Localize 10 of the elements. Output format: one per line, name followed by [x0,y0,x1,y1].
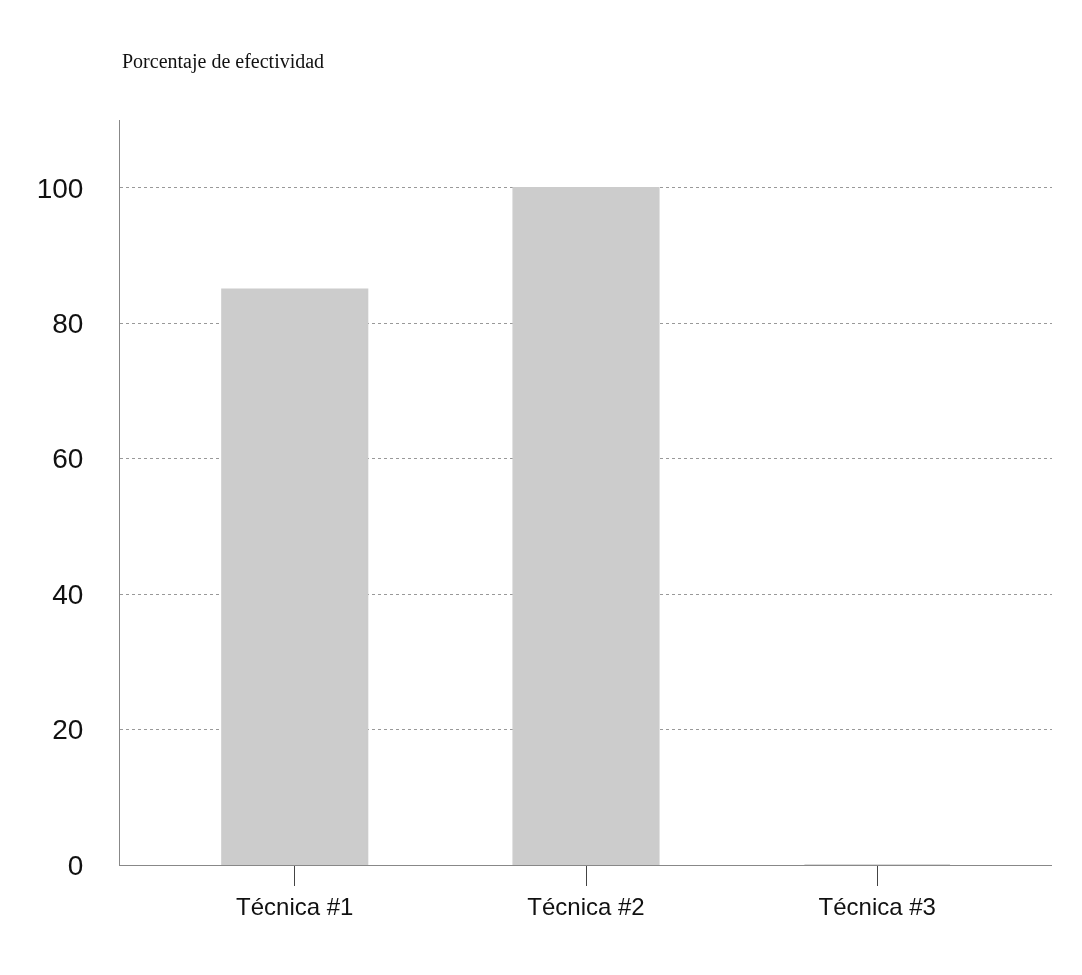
y-tick-label: 40 [52,578,84,610]
y-tick-label: 0 [67,849,84,881]
y-tick-label: 80 [52,307,84,339]
x-tick-label: Técnica #1 [236,892,354,920]
x-tick-label: Técnica #3 [818,892,936,920]
y-tick-label: 20 [52,714,84,746]
y-tick-label: 60 [52,443,84,475]
x-tick-label: Técnica #2 [527,892,645,920]
y-axis-title: Porcentaje de efectividad [122,50,325,73]
y-tick-label: 100 [36,172,84,204]
